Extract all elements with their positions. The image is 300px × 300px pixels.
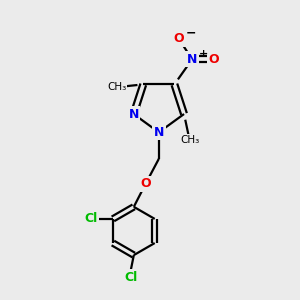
Text: CH₃: CH₃ — [180, 135, 199, 145]
Text: N: N — [154, 126, 164, 139]
Text: N: N — [187, 53, 197, 66]
Text: Cl: Cl — [84, 212, 98, 225]
Text: N: N — [128, 107, 139, 121]
Text: −: − — [185, 27, 196, 40]
Text: O: O — [173, 32, 184, 45]
Text: +: + — [199, 49, 208, 59]
Text: O: O — [140, 177, 151, 190]
Text: CH₃: CH₃ — [107, 82, 127, 92]
Text: Cl: Cl — [124, 271, 137, 284]
Text: O: O — [209, 53, 220, 66]
